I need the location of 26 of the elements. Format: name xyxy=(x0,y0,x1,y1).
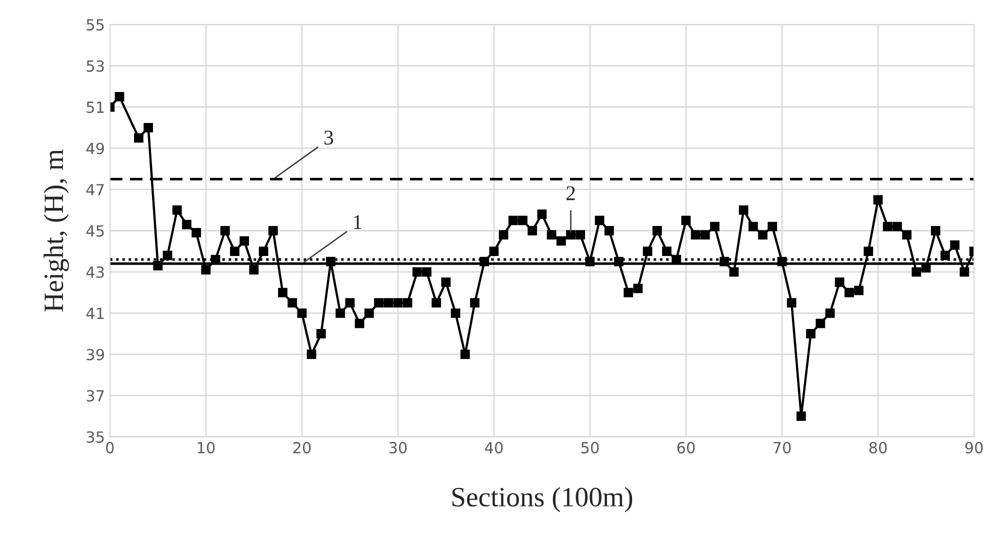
y-axis-title: Height, (H), m xyxy=(44,149,69,312)
x-tick-label: 0 xyxy=(106,442,114,454)
y-tick-label: 47 xyxy=(86,184,104,196)
annotation: 2 xyxy=(566,186,575,200)
annotation: 3 xyxy=(324,130,334,145)
y-tick-label: 45 xyxy=(86,225,104,237)
x-tick-label: 90 xyxy=(965,442,983,454)
x-tick-label: 30 xyxy=(389,442,407,454)
y-tick-label: 55 xyxy=(86,19,104,31)
y-tick-label: 39 xyxy=(86,348,104,360)
x-tick-label: 70 xyxy=(774,442,791,454)
y-tick-label: 53 xyxy=(86,60,104,72)
y-tick-label: 49 xyxy=(86,142,104,154)
x-tick-label: 60 xyxy=(677,442,695,454)
annotation: 1 xyxy=(354,215,362,229)
x-tick-label: 80 xyxy=(869,442,887,454)
y-tick-label: 43 xyxy=(86,266,104,278)
y-tick-label: 37 xyxy=(86,390,104,402)
x-tick-label: 40 xyxy=(484,442,503,454)
x-tick-label: 10 xyxy=(198,442,215,454)
x-tick-label: 20 xyxy=(293,442,311,454)
y-tick-label: 51 xyxy=(86,102,104,114)
x-axis-title: Sections (100m) xyxy=(452,487,632,512)
y-tick-label: 35 xyxy=(86,431,104,443)
x-tick-label: 50 xyxy=(581,442,599,454)
y-tick-label: 41 xyxy=(86,308,104,319)
